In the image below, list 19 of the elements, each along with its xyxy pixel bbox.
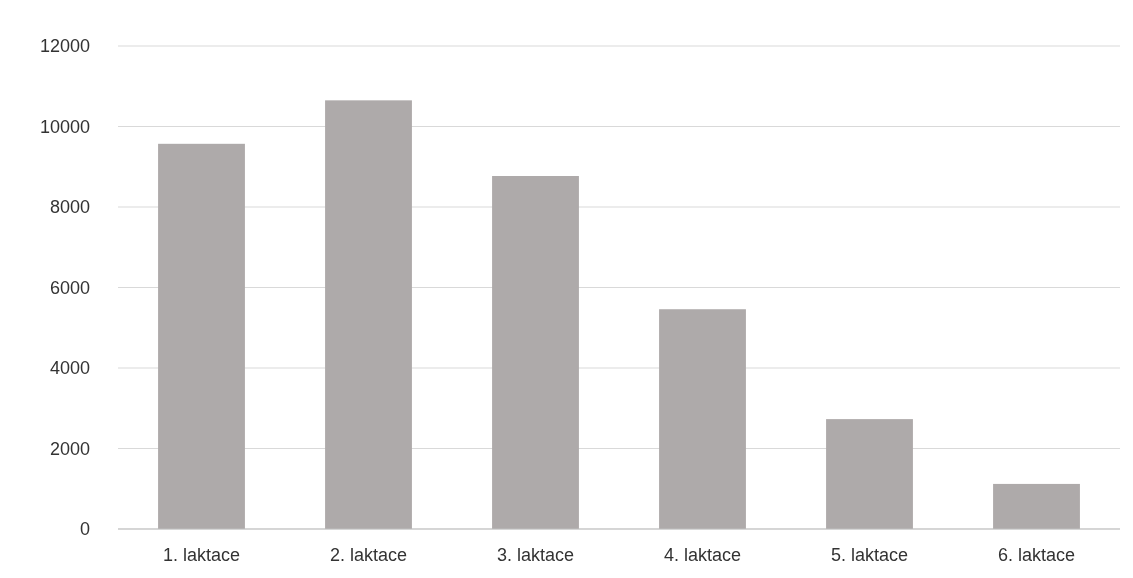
x-tick-label: 3. laktace [496,545,575,565]
y-tick-label: 2000 [49,438,90,459]
x-tick-label: 4. laktace [663,545,742,565]
bar [325,100,412,529]
x-tick-label: 1. laktace [162,545,241,565]
y-tick-label: 10000 [39,116,90,137]
bar [492,176,579,529]
bar [993,483,1080,529]
y-tick-label: 12000 [39,36,90,57]
bar [158,143,245,529]
y-tick-label: 0 [79,519,90,540]
y-tick-label: 8000 [49,197,90,218]
y-tick-label: 6000 [49,277,90,298]
x-tick-label: 5. laktace [830,545,909,565]
bar [826,419,913,529]
x-tick-label: 2. laktace [329,545,408,565]
bar [659,309,746,529]
y-tick-label: 4000 [49,358,90,379]
x-tick-label: 6. laktace [997,545,1076,565]
